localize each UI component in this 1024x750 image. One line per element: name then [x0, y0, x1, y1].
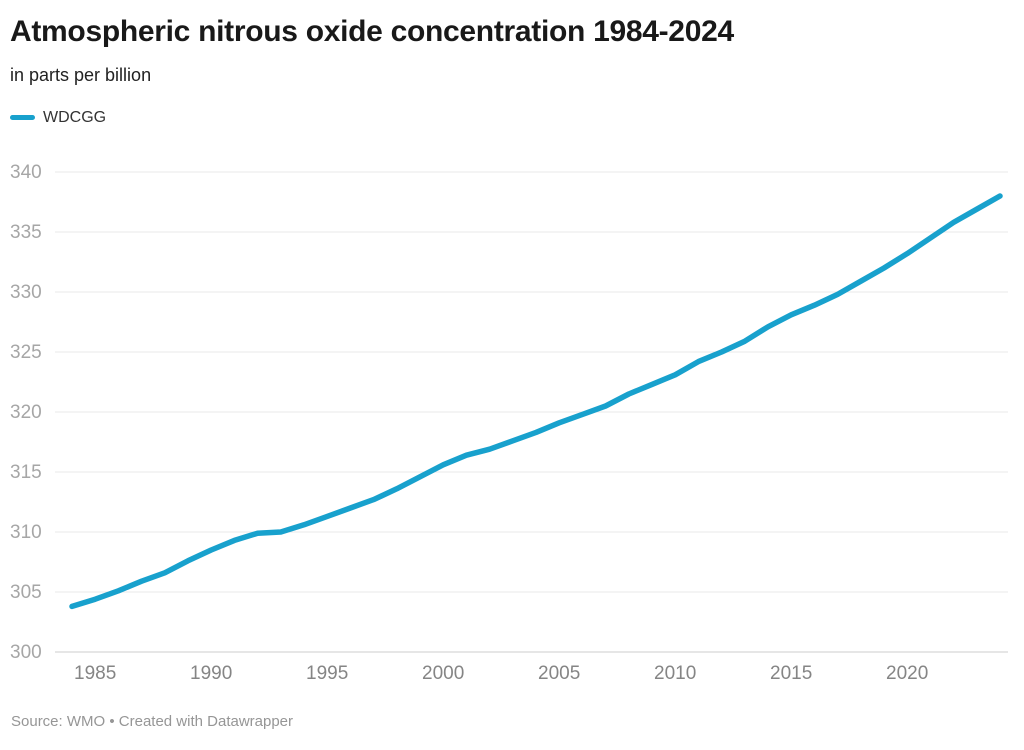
y-tick-label: 335: [10, 222, 42, 243]
y-tick-label: 340: [10, 162, 42, 183]
x-tick-label: 2005: [538, 663, 580, 684]
y-tick-label: 330: [10, 282, 42, 303]
x-tick-label: 1990: [190, 663, 232, 684]
legend: WDCGG: [10, 108, 1010, 127]
source-line: Source: WMO • Created with Datawrapper: [11, 713, 294, 730]
legend-label: WDCGG: [43, 108, 107, 126]
chart-card: Atmospheric nitrous oxide concentration …: [10, 15, 1010, 730]
x-tick-label: 2010: [654, 663, 696, 684]
legend-line-swatch: [10, 115, 35, 120]
x-tick-label: 1995: [306, 663, 348, 684]
x-tick-label: 2020: [886, 663, 928, 684]
data-line-wdcgg: [69, 193, 1003, 610]
y-tick-label: 300: [10, 642, 42, 663]
y-tick-label: 310: [10, 522, 42, 543]
x-tick-label: 2015: [770, 663, 812, 684]
line-chart-plot-area: 300 305 310 315 320 325 330 335 340 1985 1990 1995 2…: [10, 162, 1008, 684]
y-tick-label: 325: [10, 342, 42, 363]
x-tick-label: 1985: [74, 663, 116, 684]
chart-title: Atmospheric nitrous oxide concentration …: [10, 15, 734, 48]
chart-subtitle: in parts per billion: [10, 65, 152, 85]
y-tick-label: 320: [10, 402, 42, 423]
x-tick-label: 2000: [422, 663, 464, 684]
y-tick-label: 315: [10, 462, 42, 483]
y-tick-label: 305: [10, 582, 42, 603]
